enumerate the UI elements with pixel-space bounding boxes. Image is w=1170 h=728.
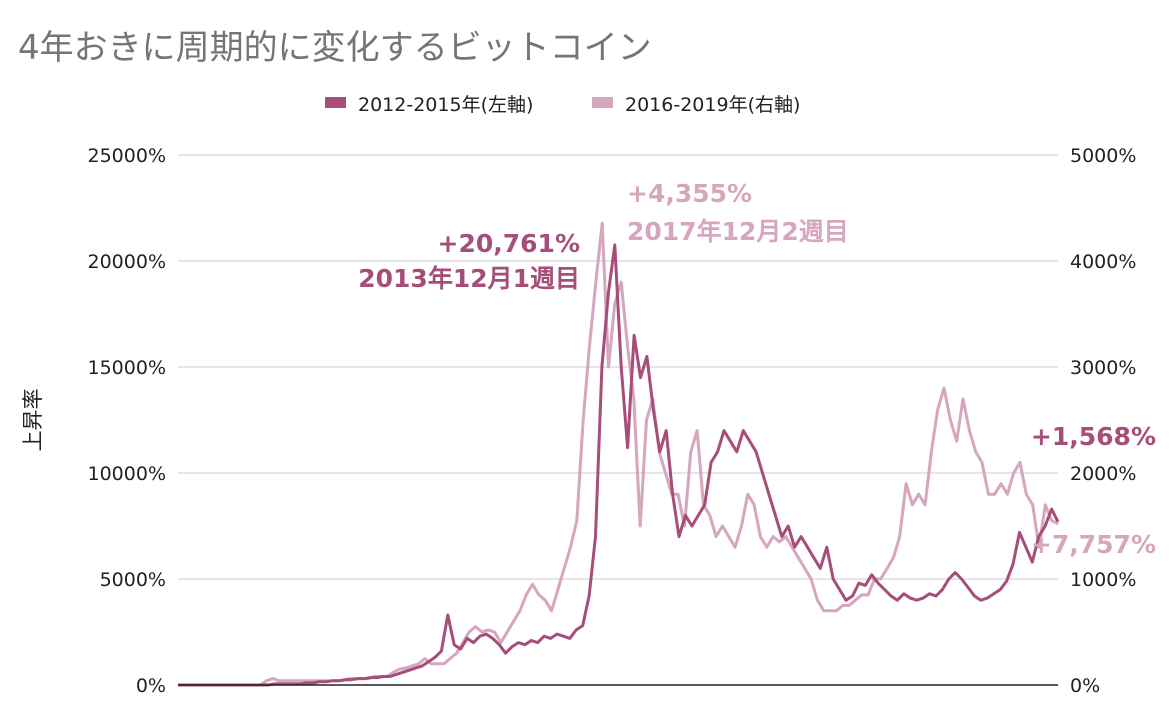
peak-date-2013: 2013年12月1週目 [358, 264, 580, 293]
latest-value-2016-2019: +7,757% [1031, 530, 1156, 559]
right-tick-label: 4000% [1070, 251, 1136, 273]
legend-label-2016-2019: 2016-2019年(右軸) [625, 94, 800, 116]
peak-value-2017: +4,355% [627, 179, 752, 208]
left-axis-ticks: 0% 5000% 10000% 15000% 20000% 25000% [88, 145, 167, 697]
left-tick-label: 5000% [100, 569, 166, 591]
left-tick-label: 15000% [88, 357, 167, 379]
right-axis-ticks: 0% 1000% 2000% 3000% 4000% 5000% [1070, 145, 1136, 697]
legend-swatch-2016-2019 [592, 97, 613, 108]
peak-date-2017: 2017年12月2週目 [627, 217, 849, 246]
right-tick-label: 0% [1070, 675, 1100, 697]
gridlines [178, 154, 1058, 580]
peak-value-2013: +20,761% [438, 229, 580, 258]
right-tick-label: 1000% [1070, 569, 1136, 591]
left-tick-label: 20000% [88, 251, 167, 273]
series-line-2012-2015 [178, 243, 1060, 687]
right-tick-label: 5000% [1070, 145, 1136, 167]
right-tick-label: 3000% [1070, 357, 1136, 379]
annotations: +20,761% 2013年12月1週目 +4,355% 2017年12月2週目… [358, 179, 1156, 559]
left-tick-label: 10000% [88, 463, 167, 485]
legend-label-2012-2015: 2012-2015年(左軸) [358, 94, 533, 116]
right-tick-label: 2000% [1070, 463, 1136, 485]
latest-value-2012-2015: +1,568% [1031, 422, 1156, 451]
y-axis-title: 上昇率 [21, 389, 45, 452]
legend: 2012-2015年(左軸) 2016-2019年(右軸) [325, 94, 800, 116]
left-tick-label: 0% [136, 675, 166, 697]
chart-title: 4年おきに周期的に変化するビットコイン [18, 28, 652, 68]
left-tick-label: 25000% [88, 145, 167, 167]
legend-swatch-2012-2015 [325, 97, 346, 108]
series-lines [178, 221, 1060, 687]
